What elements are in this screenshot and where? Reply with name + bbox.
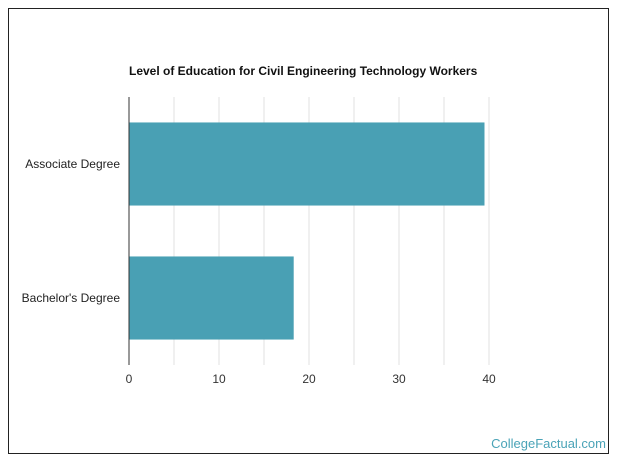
x-tick-label: 30: [392, 372, 406, 386]
chart-title: Level of Education for Civil Engineering…: [129, 64, 478, 78]
x-tick-label: 40: [482, 372, 496, 386]
category-label: Bachelor's Degree: [22, 291, 121, 305]
x-tick-label: 20: [302, 372, 316, 386]
x-tick-label: 10: [212, 372, 226, 386]
collegefactual-watermark[interactable]: CollegeFactual.com: [491, 436, 606, 451]
bar-bachelor-s-degree: [129, 256, 294, 340]
bar-associate-degree: [129, 122, 485, 206]
x-tick-label: 0: [126, 372, 133, 386]
category-label: Associate Degree: [25, 157, 120, 171]
